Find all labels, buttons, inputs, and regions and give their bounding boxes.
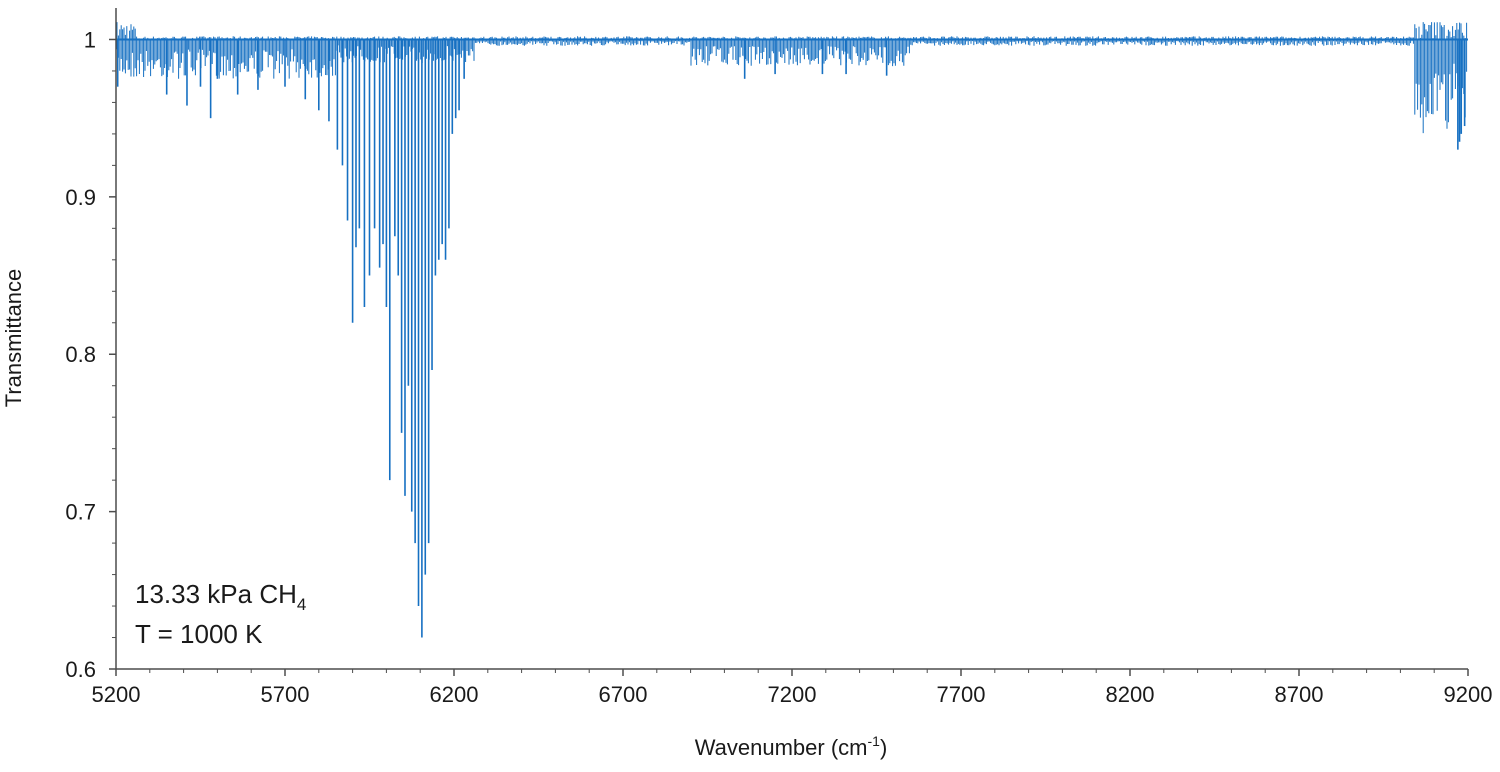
x-tick-label: 7200: [768, 682, 817, 707]
y-tick-label: 0.7: [65, 500, 96, 525]
x-axis-label-main: Wavenumber (cm: [695, 735, 868, 760]
x-tick-label: 8200: [1106, 682, 1155, 707]
ticks: 0.6 0.7 0.8 0.9 1 5200 5700 6200 6700 7200 7700 820…: [65, 27, 1492, 707]
x-axis-label: Wavenumber (cm-1): [695, 733, 888, 760]
y-axis-label: Transmittance: [1, 269, 26, 408]
annotation-line-1: 13.33 kPa CH4: [135, 579, 306, 614]
y-tick-label: 0.8: [65, 342, 96, 367]
x-tick-label: 6700: [599, 682, 648, 707]
x-axis-label-suffix: ): [880, 735, 887, 760]
x-tick-label: 5700: [261, 682, 310, 707]
y-tick-label: 0.6: [65, 657, 96, 682]
y-tick-label: 0.9: [65, 185, 96, 210]
y-tick-label: 1: [84, 27, 96, 52]
x-axis-label-superscript: -1: [868, 733, 881, 749]
annotation-line-2: T = 1000 K: [135, 619, 263, 649]
plot-area: [116, 22, 1468, 638]
x-tick-label: 9200: [1444, 682, 1493, 707]
annotation-line-1-main: 13.33 kPa CH: [135, 579, 297, 609]
x-tick-label: 5200: [92, 682, 141, 707]
x-tick-label: 8700: [1275, 682, 1324, 707]
x-tick-label: 6200: [430, 682, 479, 707]
annotation-line-1-subscript: 4: [297, 595, 306, 614]
x-tick-label: 7700: [937, 682, 986, 707]
